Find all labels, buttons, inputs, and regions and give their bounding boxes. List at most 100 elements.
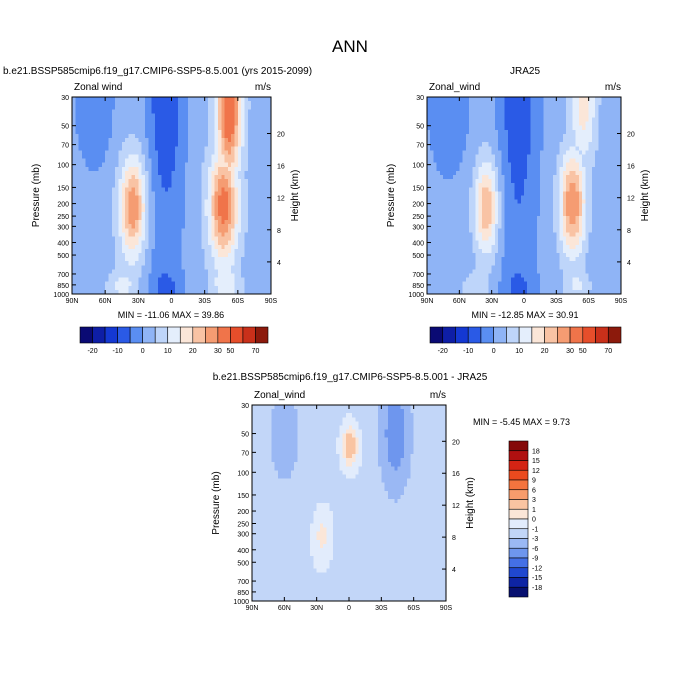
field-cell xyxy=(144,138,149,143)
field-cell xyxy=(608,199,612,205)
field-cell xyxy=(469,207,473,213)
field-cell xyxy=(98,129,103,135)
field-cell xyxy=(261,269,265,275)
field-cell xyxy=(559,220,564,225)
field-cell xyxy=(549,228,554,234)
field-cell xyxy=(530,105,535,110)
field-cell xyxy=(611,133,616,139)
field-cell xyxy=(95,269,100,275)
field-cell xyxy=(569,199,574,205)
field-cell xyxy=(514,166,519,172)
field-cell xyxy=(588,211,593,217)
field-cell xyxy=(608,162,612,168)
field-cell xyxy=(604,150,609,156)
field-cell xyxy=(201,257,206,262)
field-cell xyxy=(214,121,219,127)
field-cell xyxy=(138,195,143,201)
field-cell xyxy=(575,228,580,234)
field-cell xyxy=(227,154,232,160)
field-cell xyxy=(198,236,202,242)
field-cell xyxy=(595,105,599,110)
field-cell xyxy=(244,265,249,270)
y-axis-title: Pressure (mb) xyxy=(31,164,42,227)
field-cell xyxy=(174,113,179,119)
colorbar-swatch xyxy=(205,326,219,344)
field-cell xyxy=(158,203,163,209)
field-cell xyxy=(430,220,435,225)
field-cell xyxy=(604,166,609,172)
field-cell xyxy=(217,224,222,229)
field-cell xyxy=(207,170,212,176)
field-cell xyxy=(485,138,490,143)
field-cell xyxy=(105,203,110,209)
field-cell xyxy=(181,179,186,184)
field-cell xyxy=(540,179,544,184)
field-cell xyxy=(524,179,528,184)
field-cell xyxy=(617,207,622,213)
field-cell xyxy=(449,158,454,164)
field-cell xyxy=(188,158,192,164)
field-cell xyxy=(111,224,116,229)
field-cell xyxy=(234,240,239,246)
field-cell xyxy=(234,269,239,275)
field-cell xyxy=(191,97,196,102)
field-cell xyxy=(207,105,212,110)
field-cell xyxy=(118,252,123,258)
field-cell xyxy=(108,166,113,172)
field-cell xyxy=(566,183,570,188)
field-cell xyxy=(562,150,567,156)
field-cell xyxy=(188,265,192,270)
field-cell xyxy=(158,289,163,295)
field-cell xyxy=(439,220,444,225)
field-cell xyxy=(141,125,146,131)
field-cell xyxy=(520,203,525,209)
field-cell xyxy=(501,216,506,221)
field-cell xyxy=(595,183,599,188)
field-cell xyxy=(504,109,509,115)
field-cell xyxy=(504,162,509,168)
field-cell xyxy=(81,211,86,217)
field-cell xyxy=(553,121,557,127)
field-cell xyxy=(247,101,252,106)
field-cell xyxy=(617,97,622,102)
field-cell xyxy=(540,224,544,229)
colorbar-swatch xyxy=(117,326,131,344)
field-cell xyxy=(224,129,229,135)
field-cell xyxy=(98,97,103,102)
field-cell xyxy=(427,232,431,238)
field-cell xyxy=(449,187,454,192)
field-cell xyxy=(427,121,431,127)
field-cell xyxy=(221,179,226,184)
field-cell xyxy=(241,109,246,115)
field-cell xyxy=(95,187,100,192)
field-cell xyxy=(138,101,143,106)
field-cell xyxy=(469,146,473,151)
field-cell xyxy=(138,170,143,176)
field-cell xyxy=(72,179,76,184)
field-cell xyxy=(75,261,80,266)
field-cell xyxy=(151,211,156,217)
field-cell xyxy=(164,207,169,213)
field-cell xyxy=(164,285,169,291)
field-cell xyxy=(148,133,153,139)
field-cell xyxy=(481,162,486,168)
field-cell xyxy=(178,187,183,192)
field-cell xyxy=(488,211,493,217)
field-cell xyxy=(601,133,606,139)
field-cell xyxy=(436,138,441,143)
field-cell xyxy=(144,195,149,201)
field-cell xyxy=(184,170,189,176)
field-cell xyxy=(559,113,564,119)
field-cell xyxy=(72,158,76,164)
field-cell xyxy=(81,170,86,176)
field-cell xyxy=(207,236,212,242)
field-cell xyxy=(257,240,262,246)
field-cell xyxy=(211,265,216,270)
field-cell xyxy=(111,277,116,283)
field-cell xyxy=(251,187,256,192)
field-cell xyxy=(549,146,554,151)
field-cell xyxy=(128,129,133,135)
field-cell xyxy=(524,158,528,164)
field-cell xyxy=(251,236,256,242)
field-cell xyxy=(201,248,206,254)
